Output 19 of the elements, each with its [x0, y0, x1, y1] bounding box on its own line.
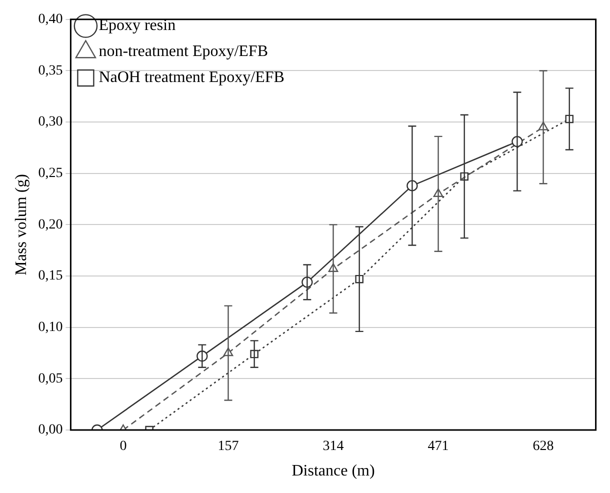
x-tick-label: 0 [120, 439, 127, 454]
y-axis-title: Mass volum (g) [12, 174, 30, 276]
legend-label: NaOH treatment Epoxy/EFB [98, 69, 284, 86]
x-tick-label: 628 [532, 439, 554, 454]
y-tick-label: 0,10 [38, 320, 63, 336]
legend-label: non-treatment Epoxy/EFB [98, 43, 268, 60]
y-tick-label: 0,15 [38, 268, 63, 284]
y-tick-label: 0,05 [38, 371, 63, 386]
y-tick-label: 0,40 [38, 12, 63, 28]
y-tick-label: 0,30 [38, 114, 63, 130]
x-axis-title: Distance (m) [292, 462, 375, 480]
y-tick-label: 0,00 [38, 422, 63, 438]
legend-label: Epoxy resin [98, 17, 176, 34]
y-tick-label: 0,35 [38, 63, 63, 78]
y-tick-label: 0,25 [38, 166, 63, 182]
x-tick-label: 314 [322, 439, 344, 454]
y-tick-label: 0,20 [38, 217, 63, 232]
x-tick-label: 471 [428, 439, 449, 454]
x-tick-label: 157 [218, 439, 239, 454]
